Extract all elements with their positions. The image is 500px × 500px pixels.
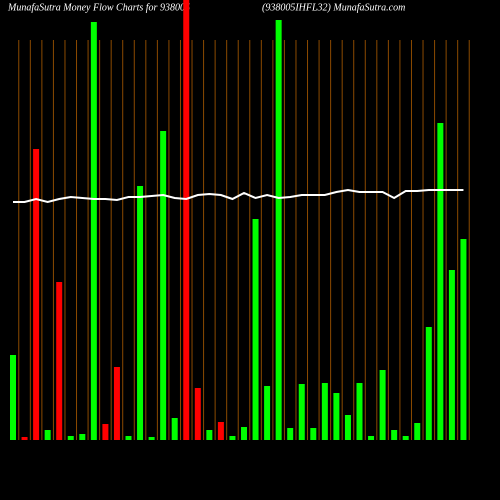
bar xyxy=(102,424,109,440)
bar xyxy=(414,423,421,440)
bar xyxy=(321,383,328,440)
bar xyxy=(425,327,432,440)
bar xyxy=(67,436,74,440)
bar xyxy=(33,149,40,440)
bar xyxy=(368,436,375,440)
bar xyxy=(10,355,16,440)
money-flow-line xyxy=(13,188,464,204)
bar xyxy=(437,123,444,440)
bar xyxy=(229,436,236,440)
bar xyxy=(113,367,120,440)
bar xyxy=(56,282,63,440)
bar xyxy=(160,131,167,440)
chart-subtitle: (938005IHFL32) MunafaSutra.com xyxy=(262,2,405,13)
bar xyxy=(460,239,467,440)
bar xyxy=(264,386,271,440)
bar xyxy=(310,428,317,440)
bar xyxy=(148,437,155,440)
bar xyxy=(90,22,97,440)
bar xyxy=(379,370,386,440)
bar xyxy=(252,219,259,440)
bar xyxy=(79,434,86,440)
bar xyxy=(448,270,455,440)
bar xyxy=(206,430,213,440)
bar xyxy=(241,427,247,440)
chart-title: MunafaSutra Money Flow Charts for 938005 xyxy=(7,2,190,13)
bar xyxy=(391,430,398,440)
bar xyxy=(344,415,351,440)
bar xyxy=(171,418,178,440)
bar xyxy=(333,393,340,440)
bar xyxy=(125,436,132,440)
bar xyxy=(287,428,294,440)
bar xyxy=(298,384,305,440)
bar xyxy=(217,422,224,440)
bar xyxy=(402,436,409,440)
bar xyxy=(183,0,190,440)
bar xyxy=(356,383,363,440)
bar xyxy=(44,430,51,440)
bar xyxy=(21,437,28,440)
bar xyxy=(275,20,282,440)
bar xyxy=(137,186,144,440)
bar xyxy=(194,388,201,440)
